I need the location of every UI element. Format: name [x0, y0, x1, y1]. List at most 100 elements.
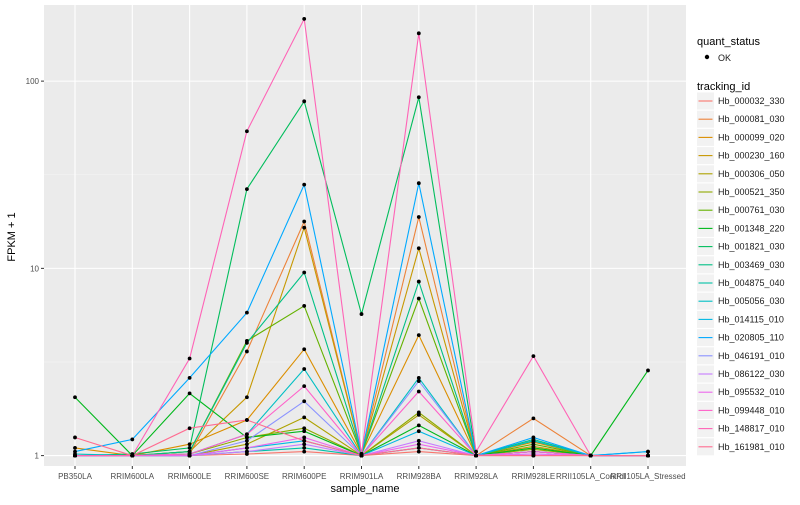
grid-minor	[44, 174, 686, 363]
data-point	[416, 389, 421, 394]
legend: quant_status OK tracking_id Hb_000032_33…	[697, 36, 785, 456]
data-point	[302, 225, 307, 230]
legend-label: Hb_001348_220	[718, 223, 785, 233]
x-tick-label: RRII105LA_Control	[556, 472, 626, 481]
data-point	[73, 453, 77, 458]
data-point	[416, 429, 421, 434]
data-point	[416, 442, 421, 447]
data-point	[531, 453, 536, 458]
data-point	[245, 129, 249, 134]
legend-label: Hb_004875_040	[718, 278, 785, 288]
data-point	[73, 449, 77, 454]
data-point	[187, 442, 192, 447]
data-point	[302, 426, 307, 431]
y-axis: 1 10 100	[26, 77, 44, 461]
data-point	[302, 384, 307, 389]
data-point	[416, 449, 421, 454]
legend-label: Hb_000081_030	[718, 114, 785, 124]
x-tick-label: RRIM928LA	[454, 472, 498, 481]
x-axis-title: sample_name	[330, 483, 399, 495]
legend-ok-label: OK	[718, 53, 731, 63]
legend-label: Hb_095532_010	[718, 387, 785, 397]
x-tick-label: RRIM600SE	[225, 472, 269, 481]
data-point	[646, 368, 650, 373]
data-point	[302, 270, 307, 275]
data-point	[302, 429, 307, 434]
data-point	[302, 449, 307, 454]
legend-label: Hb_001821_030	[718, 242, 785, 252]
data-point	[416, 181, 421, 186]
data-point	[416, 423, 421, 428]
x-tick-label: RRII105LA_Stressed	[610, 472, 685, 481]
data-point	[416, 246, 421, 251]
data-point	[359, 453, 364, 458]
data-point	[646, 449, 650, 454]
data-point	[531, 354, 536, 358]
x-tick-label: RRIM928BA	[397, 472, 442, 481]
x-tick-label: RRIM600PE	[282, 472, 326, 481]
legend-label: Hb_000761_030	[718, 205, 785, 215]
data-point	[416, 215, 421, 219]
data-point	[187, 426, 192, 431]
data-point	[245, 449, 249, 454]
legend-label: Hb_000032_330	[718, 96, 785, 106]
legend-label: Hb_046191_010	[718, 351, 785, 361]
legend-label: Hb_086122_030	[718, 369, 785, 379]
data-point	[531, 442, 536, 447]
data-point	[302, 399, 307, 404]
data-point	[416, 445, 421, 450]
legend-label: Hb_000099_020	[718, 132, 785, 142]
x-tick-label: PB350LA	[58, 472, 92, 481]
data-point	[187, 452, 192, 456]
data-point	[531, 438, 536, 443]
data-point	[302, 99, 307, 104]
data-point	[416, 279, 421, 284]
data-point	[302, 16, 307, 21]
data-point	[302, 304, 307, 308]
x-axis: PB350LA RRIM600LA RRIM600LE RRIM600SE RRIM60…	[58, 466, 686, 481]
data-point	[531, 435, 536, 440]
legend-label: Hb_099448_010	[718, 405, 785, 415]
data-point	[416, 438, 421, 443]
legend-tracking-id-title: tracking_id	[697, 81, 750, 93]
y-axis-title: FPKM + 1	[6, 212, 18, 261]
data-point	[130, 437, 135, 442]
data-point	[245, 340, 249, 345]
data-point	[130, 453, 135, 458]
data-point	[245, 349, 249, 354]
data-point	[245, 395, 249, 400]
data-point	[187, 376, 192, 380]
legend-label: Hb_020805_110	[718, 333, 784, 343]
data-point	[245, 432, 249, 437]
data-point	[416, 379, 421, 383]
x-tick-label: RRIM600LA	[111, 472, 155, 481]
data-point	[245, 418, 249, 422]
data-point	[245, 438, 249, 443]
legend-label: Hb_005056_030	[718, 296, 785, 306]
data-point	[302, 347, 307, 352]
data-point	[531, 449, 536, 454]
data-point	[359, 312, 364, 316]
legend-label: Hb_161981_010	[718, 442, 785, 452]
data-point	[187, 391, 192, 396]
x-tick-label: RRIM600LE	[168, 472, 212, 481]
x-tick-label: RRIM928LE	[512, 472, 556, 481]
data-point	[474, 449, 478, 454]
data-point	[245, 445, 249, 450]
data-point	[416, 95, 421, 100]
legend-label: Hb_000230_160	[718, 151, 785, 161]
data-point	[416, 31, 421, 36]
data-point	[474, 453, 478, 458]
data-point	[73, 395, 77, 400]
data-point	[531, 416, 536, 421]
series-points	[73, 16, 650, 458]
data-point	[646, 453, 650, 458]
data-point	[416, 333, 421, 338]
legend-items: Hb_000032_330 Hb_000081_030 Hb_000099_020 H…	[697, 92, 785, 456]
data-point	[302, 367, 307, 371]
legend-quant-status-title: quant_status	[697, 36, 760, 48]
legend-label: Hb_000306_050	[718, 169, 785, 179]
data-point	[302, 438, 307, 443]
data-point	[416, 410, 421, 415]
